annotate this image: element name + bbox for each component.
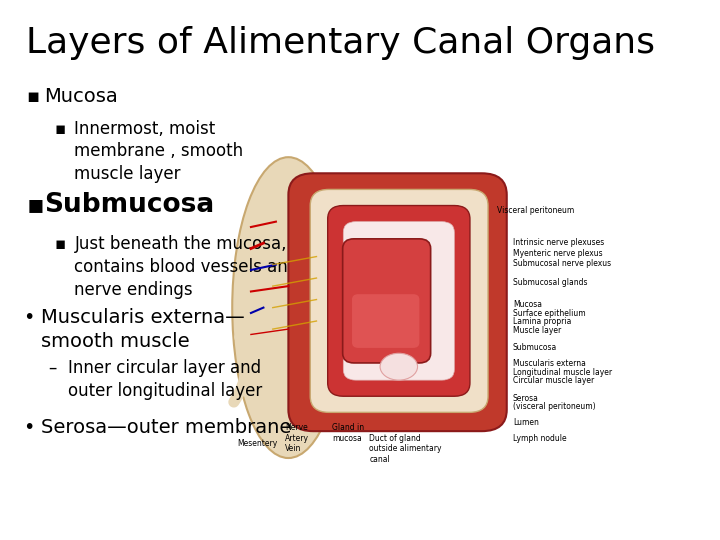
Text: Innermost, moist
membrane , smooth
muscle layer: Innermost, moist membrane , smooth muscl… bbox=[74, 119, 243, 184]
Text: Submucosa: Submucosa bbox=[44, 192, 214, 218]
Text: Mucosa: Mucosa bbox=[44, 87, 117, 106]
FancyBboxPatch shape bbox=[328, 206, 470, 396]
FancyBboxPatch shape bbox=[343, 221, 454, 380]
Ellipse shape bbox=[380, 353, 418, 380]
FancyBboxPatch shape bbox=[343, 239, 431, 363]
Text: Lamina propria: Lamina propria bbox=[513, 318, 572, 326]
Text: Lumen: Lumen bbox=[513, 418, 539, 427]
FancyBboxPatch shape bbox=[352, 294, 420, 348]
Ellipse shape bbox=[233, 157, 345, 458]
Text: Serosa: Serosa bbox=[513, 394, 539, 402]
Text: Inner circular layer and
outer longitudinal layer: Inner circular layer and outer longitudi… bbox=[68, 359, 262, 400]
Text: Mucosa: Mucosa bbox=[513, 300, 542, 308]
Text: ▪: ▪ bbox=[55, 235, 66, 253]
Text: Intrinsic nerve plexuses: Intrinsic nerve plexuses bbox=[513, 238, 604, 247]
Text: Nerve
Artery
Vein: Nerve Artery Vein bbox=[285, 423, 310, 453]
Text: Duct of gland
outside alimentary
canal: Duct of gland outside alimentary canal bbox=[369, 434, 442, 464]
Text: Submucosa: Submucosa bbox=[513, 342, 557, 352]
FancyBboxPatch shape bbox=[289, 173, 507, 431]
Text: •: • bbox=[23, 418, 35, 437]
Text: ▪: ▪ bbox=[55, 119, 66, 138]
Text: ▪: ▪ bbox=[27, 87, 40, 106]
Text: Mesentery: Mesentery bbox=[237, 439, 277, 448]
Text: Serosa—outer membrane: Serosa—outer membrane bbox=[41, 418, 291, 437]
Text: ▪: ▪ bbox=[27, 192, 44, 218]
Text: •: • bbox=[23, 308, 35, 327]
FancyArrowPatch shape bbox=[234, 337, 246, 402]
Text: –: – bbox=[48, 359, 57, 376]
Text: Surface epithelium: Surface epithelium bbox=[513, 309, 585, 318]
Text: Lymph nodule: Lymph nodule bbox=[513, 434, 567, 443]
Text: Just beneath the mucosa,
contains blood vessels and
nerve endings: Just beneath the mucosa, contains blood … bbox=[74, 235, 299, 299]
Text: Muscularis externa: Muscularis externa bbox=[513, 359, 586, 368]
Text: Gland in
mucosa: Gland in mucosa bbox=[332, 423, 364, 442]
Text: Muscle layer: Muscle layer bbox=[513, 326, 561, 335]
Text: Visceral peritoneum: Visceral peritoneum bbox=[498, 206, 575, 214]
Text: Longitudinal muscle layer: Longitudinal muscle layer bbox=[513, 368, 612, 377]
Text: Myenteric nerve plexus: Myenteric nerve plexus bbox=[513, 248, 603, 258]
Text: Submucosal glands: Submucosal glands bbox=[513, 278, 588, 287]
Text: Layers of Alimentary Canal Organs: Layers of Alimentary Canal Organs bbox=[27, 25, 655, 59]
Text: Circular muscle layer: Circular muscle layer bbox=[513, 376, 594, 386]
Text: Muscularis externa—
smooth muscle: Muscularis externa— smooth muscle bbox=[41, 308, 245, 351]
Text: Submucosal nerve plexus: Submucosal nerve plexus bbox=[513, 259, 611, 268]
Text: (visceral peritoneum): (visceral peritoneum) bbox=[513, 402, 595, 410]
FancyBboxPatch shape bbox=[310, 190, 488, 413]
